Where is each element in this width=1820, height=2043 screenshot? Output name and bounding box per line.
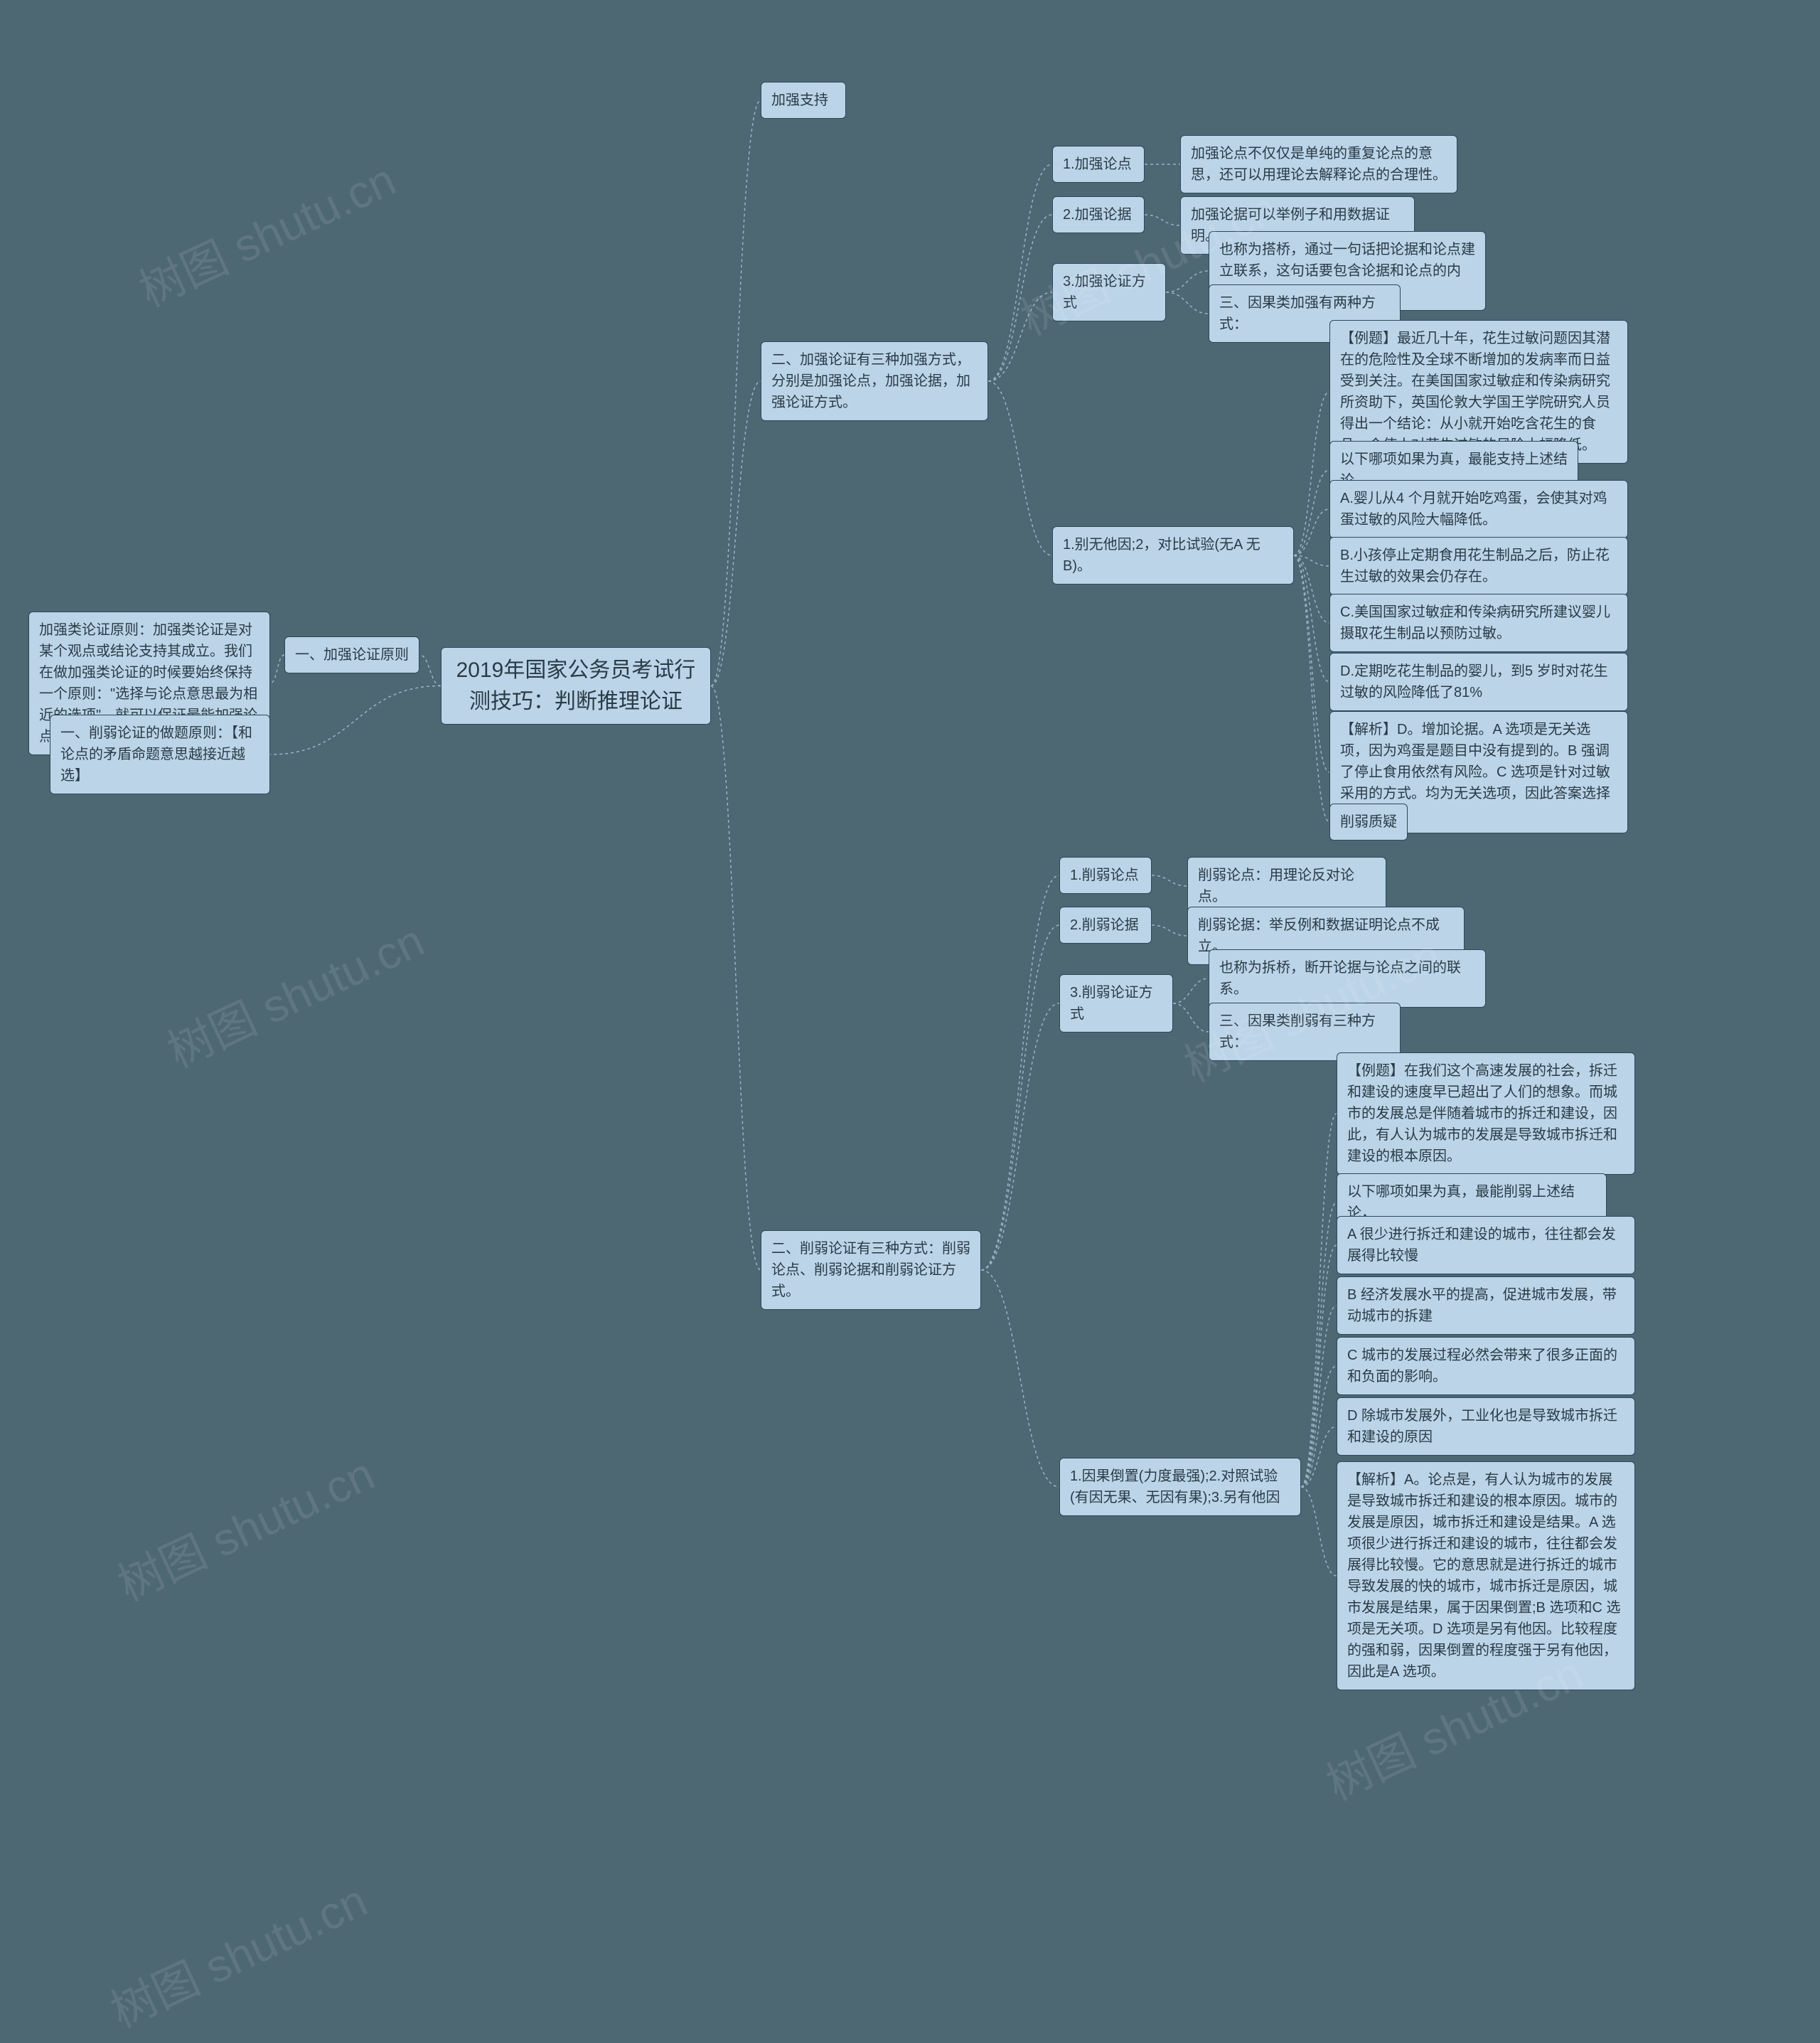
connector [1294, 555, 1329, 822]
connector-layer [0, 0, 1820, 2043]
connector [981, 925, 1059, 1270]
mindmap-node[interactable]: 加强论点不仅仅是单纯的重复论点的意思，还可以用理论去解释论点的合理性。 [1180, 135, 1457, 193]
connector [1166, 271, 1209, 292]
connector [988, 215, 1052, 381]
connector [1166, 292, 1209, 314]
mindmap-node[interactable]: 1.别无他因;2，对比试验(无A 无B)。 [1052, 526, 1294, 585]
connector [981, 1270, 1059, 1487]
connector [711, 686, 761, 1271]
mindmap-node[interactable]: 加强支持 [761, 82, 846, 119]
connector [711, 100, 761, 686]
mindmap-node[interactable]: 也称为拆桥，断开论据与论点之间的联系。 [1209, 949, 1486, 1008]
connector [1294, 470, 1329, 555]
mindmap-node[interactable]: 削弱质疑 [1329, 804, 1408, 841]
connector [1301, 1487, 1337, 1576]
mindmap-node[interactable]: 2.削弱论据 [1059, 907, 1152, 944]
mindmap-node[interactable]: D.定期吃花生制品的婴儿，到5 岁时对花生过敏的风险降低了81% [1329, 653, 1628, 711]
connector [988, 164, 1052, 381]
connector [1301, 1245, 1337, 1487]
mindmap-node[interactable]: D 除城市发展外，工业化也是导致城市拆迁和建设的原因 [1337, 1397, 1635, 1456]
mindmap-node[interactable]: B.小孩停止定期食用花生制品之后，防止花生过敏的效果会仍存在。 [1329, 537, 1628, 595]
connector [981, 1003, 1059, 1270]
connector [1301, 1366, 1337, 1487]
mindmap-node[interactable]: 【例题】在我们这个高速发展的社会，拆迁和建设的速度早已超出了人们的想象。而城市的… [1337, 1052, 1635, 1175]
mindmap-node[interactable]: 一、削弱论证的做题原则：【和论点的矛盾命题意思越接近越选】 [50, 715, 270, 794]
connector [1294, 392, 1329, 555]
connector [270, 686, 441, 755]
connector [1294, 555, 1329, 682]
mindmap-node[interactable]: B 经济发展水平的提高，促进城市发展，带动城市的拆建 [1337, 1276, 1635, 1335]
mindmap-node[interactable]: 二、加强论证有三种加强方式，分别是加强论点，加强论据，加强论证方式。 [761, 341, 988, 421]
connector [1145, 215, 1180, 225]
mindmap-node[interactable]: 1.因果倒置(力度最强);2.对照试验(有因无果、无因有果);3.另有他因 [1059, 1458, 1301, 1516]
watermark: 树图 shutu.cn [99, 1865, 376, 2040]
mindmap-node[interactable]: 1.加强论点 [1052, 146, 1145, 183]
connector [1173, 1003, 1209, 1032]
watermark: 树图 shutu.cn [127, 144, 405, 319]
connector [1301, 1202, 1337, 1487]
connector [988, 381, 1052, 555]
watermark: 树图 shutu.cn [106, 1438, 383, 1613]
mindmap-node[interactable]: C.美国国家过敏症和传染病研究所建议婴儿摄取花生制品以预防过敏。 [1329, 594, 1628, 652]
connector [1294, 509, 1329, 555]
connector [1152, 925, 1187, 936]
mindmap-node[interactable]: 3.削弱论证方式 [1059, 974, 1173, 1033]
connector [270, 655, 284, 683]
watermark: 树图 shutu.cn [156, 905, 433, 1080]
connector [1301, 1306, 1337, 1487]
mindmap-root[interactable]: 2019年国家公务员考试行测技巧：判断推理论证 [441, 647, 711, 725]
mindmap-node[interactable]: 一、加强论证原则 [284, 636, 419, 673]
connector [1294, 555, 1329, 623]
mindmap-node[interactable]: A.婴儿从4 个月就开始吃鸡蛋，会使其对鸡蛋过敏的风险大幅降低。 [1329, 480, 1628, 538]
connector [419, 655, 441, 686]
mindmap-node[interactable]: 1.削弱论点 [1059, 857, 1152, 894]
connector [1294, 555, 1329, 772]
connector [981, 875, 1059, 1270]
mindmap-node[interactable]: 【解析】A。论点是，有人认为城市的发展是导致城市拆迁和建设的根本原因。城市的发展… [1337, 1461, 1635, 1690]
connector [711, 381, 761, 686]
connector [1294, 555, 1329, 566]
connector [1301, 1114, 1337, 1487]
connector [1152, 875, 1187, 886]
connector [1301, 1426, 1337, 1487]
mindmap-node[interactable]: A 很少进行拆迁和建设的城市，往往都会发展得比较慢 [1337, 1216, 1635, 1274]
connector [1173, 978, 1209, 1003]
mindmap-node[interactable]: 2.加强论据 [1052, 196, 1145, 233]
mindmap-node[interactable]: C 城市的发展过程必然会带来了很多正面的和负面的影响。 [1337, 1337, 1635, 1395]
mindmap-node[interactable]: 二、削弱论证有三种方式：削弱论点、削弱论据和削弱论证方式。 [761, 1230, 981, 1310]
connector [988, 292, 1052, 381]
mindmap-node[interactable]: 3.加强论证方式 [1052, 263, 1166, 321]
